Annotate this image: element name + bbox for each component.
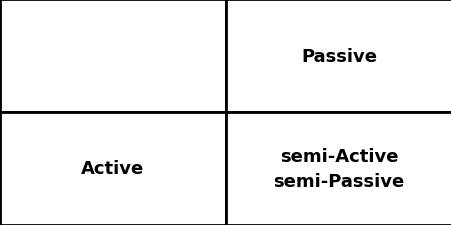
Bar: [226, 0, 451, 112]
Bar: [0, 112, 226, 225]
Bar: [0, 0, 226, 112]
Text: Passive: Passive: [300, 47, 376, 65]
Text: semi-Active
semi-Passive: semi-Active semi-Passive: [273, 147, 404, 190]
Bar: [226, 112, 451, 225]
Text: Active: Active: [81, 160, 144, 178]
